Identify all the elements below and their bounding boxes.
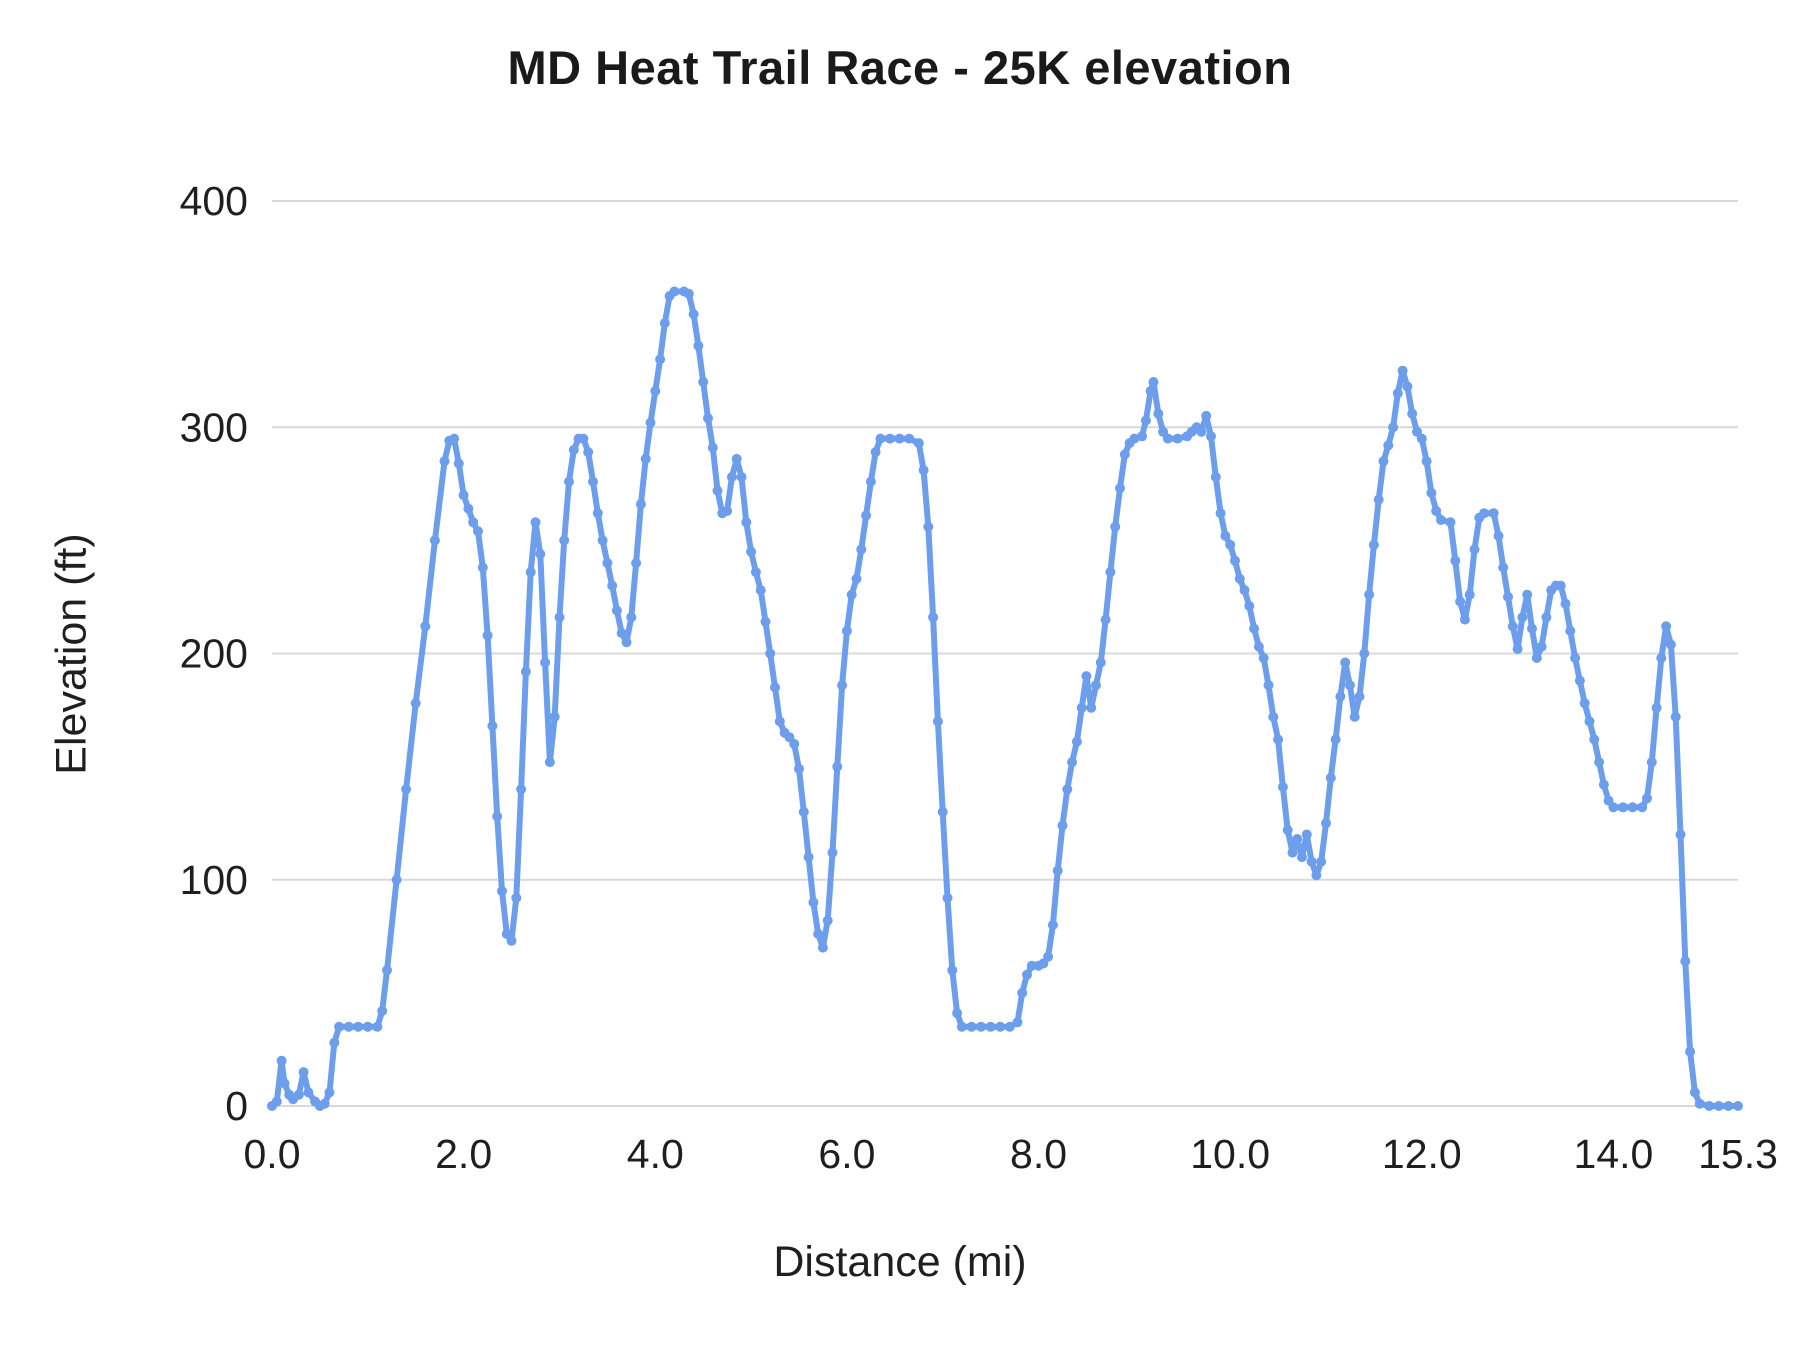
x-tick-label-8.0: 8.0 xyxy=(1010,1131,1067,1177)
y-tick-label-200: 200 xyxy=(180,631,248,677)
x-tick-label-6.0: 6.0 xyxy=(818,1131,875,1177)
y-tick-label-400: 400 xyxy=(180,178,248,224)
y-tick-label-300: 300 xyxy=(180,404,248,450)
chart-title: MD Heat Trail Race - 25K elevation xyxy=(507,41,1293,94)
x-tick-label-2.0: 2.0 xyxy=(435,1131,492,1177)
y-tick-label-0: 0 xyxy=(225,1083,248,1129)
x-tick-label-15.3: 15.3 xyxy=(1698,1131,1778,1177)
x-tick-label-14.0: 14.0 xyxy=(1574,1131,1654,1177)
x-axis-title: Distance (mi) xyxy=(773,1238,1027,1286)
y-tick-label-100: 100 xyxy=(180,857,248,903)
x-tick-label-4.0: 4.0 xyxy=(627,1131,684,1177)
x-tick-label-10.0: 10.0 xyxy=(1190,1131,1270,1177)
elevation-line xyxy=(269,288,1741,1109)
x-tick-label-0.0: 0.0 xyxy=(244,1131,301,1177)
elevation-line-markers xyxy=(267,286,1743,1111)
x-tick-label-12.0: 12.0 xyxy=(1382,1131,1462,1177)
